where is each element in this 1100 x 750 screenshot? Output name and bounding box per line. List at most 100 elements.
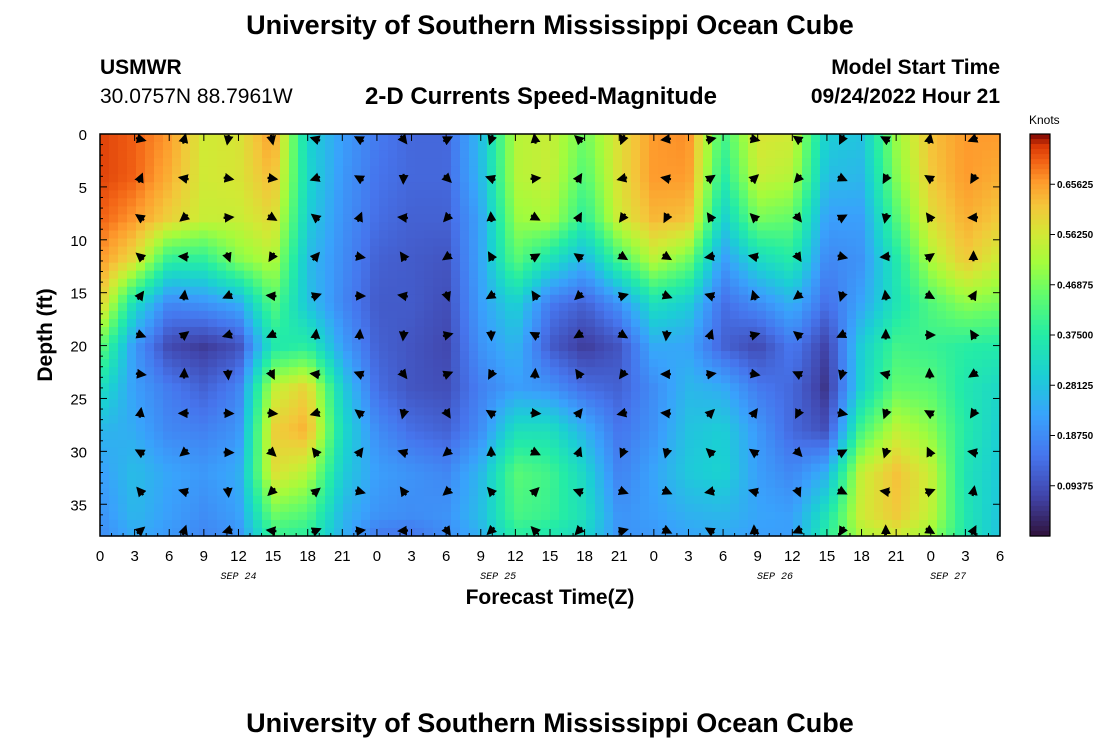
heat-cell — [928, 343, 938, 352]
heat-cell — [208, 423, 218, 433]
heat-cell — [442, 278, 452, 288]
heat-cell — [865, 447, 875, 457]
heat-cell — [163, 158, 173, 167]
heat-cell — [316, 270, 326, 280]
heat-cell — [685, 302, 695, 312]
heat-cell — [811, 286, 821, 296]
heat-cell — [460, 198, 470, 207]
heat-cell — [892, 182, 902, 191]
heat-cell — [442, 166, 452, 175]
heat-cell — [550, 318, 560, 328]
heat-cell — [838, 222, 848, 232]
heat-cell — [460, 270, 470, 280]
heat-cell — [235, 222, 245, 232]
heat-cell — [298, 158, 308, 167]
heat-cell — [460, 326, 470, 336]
heat-cell — [514, 190, 524, 199]
heat-cell — [307, 142, 317, 151]
heat-cell — [595, 407, 605, 416]
heat-cell — [820, 318, 830, 328]
heat-cell — [451, 359, 461, 368]
heat-cell — [199, 383, 209, 392]
heat-cell — [892, 326, 902, 336]
heat-cell — [784, 375, 794, 384]
heat-cell — [253, 367, 263, 376]
heat-cell — [865, 463, 875, 473]
heat-cell — [118, 222, 128, 232]
heat-cell — [199, 182, 209, 191]
heat-cell — [145, 286, 155, 296]
heat-cell — [262, 270, 272, 280]
heat-cell — [973, 343, 983, 352]
heat-cell — [901, 375, 911, 384]
heat-cell — [676, 142, 686, 151]
heat-cell — [658, 423, 668, 433]
heat-cell — [685, 206, 695, 215]
heat-cell — [919, 166, 929, 175]
heat-cell — [739, 134, 749, 143]
heat-cell — [748, 246, 758, 256]
heat-cell — [208, 150, 218, 159]
heat-cell — [442, 262, 452, 272]
heat-cell — [721, 487, 731, 497]
heat-cell — [730, 439, 740, 449]
heat-cell — [532, 278, 542, 288]
heat-cell — [577, 495, 587, 505]
heat-cell — [847, 487, 857, 497]
heat-cell — [388, 527, 398, 537]
heat-cell — [424, 166, 434, 175]
heat-cell — [334, 310, 344, 320]
heat-cell — [271, 431, 281, 441]
heat-cell — [217, 174, 227, 183]
heat-cell — [451, 503, 461, 513]
heat-cell — [955, 503, 965, 513]
heat-cell — [514, 527, 524, 537]
heat-cell — [487, 519, 497, 529]
heat-cell — [541, 455, 551, 465]
heat-cell — [802, 407, 812, 416]
heat-cell — [442, 182, 452, 191]
heat-cell — [172, 150, 182, 159]
heat-cell — [784, 359, 794, 368]
heat-cell — [721, 190, 731, 199]
heat-cell — [388, 495, 398, 505]
heat-cell — [721, 286, 731, 296]
heat-cell — [721, 246, 731, 256]
heat-cell — [919, 487, 929, 497]
heat-cell — [676, 519, 686, 529]
heat-cell — [343, 254, 353, 264]
heat-cell — [811, 182, 821, 191]
heat-cell — [199, 150, 209, 159]
heat-cell — [856, 294, 866, 304]
heat-cell — [568, 383, 578, 392]
heat-cell — [856, 326, 866, 336]
heat-cell — [784, 198, 794, 207]
heat-cell — [289, 182, 299, 191]
heat-cell — [262, 198, 272, 207]
heat-cell — [712, 302, 722, 312]
heat-cell — [847, 367, 857, 376]
heat-cell — [577, 375, 587, 384]
heat-cell — [397, 278, 407, 288]
heat-cell — [694, 479, 704, 489]
heat-cell — [586, 463, 596, 473]
heat-cell — [613, 335, 623, 344]
heat-cell — [829, 367, 839, 376]
heat-cell — [595, 455, 605, 465]
heat-cell — [766, 399, 776, 408]
heat-cell — [883, 351, 893, 360]
heat-cell — [577, 302, 587, 312]
heat-cell — [694, 455, 704, 465]
heat-cell — [487, 190, 497, 199]
heat-cell — [325, 278, 335, 288]
heat-cell — [631, 166, 641, 175]
heat-cell — [505, 511, 515, 521]
heat-cell — [559, 367, 569, 376]
heat-cell — [910, 487, 920, 497]
heat-cell — [163, 318, 173, 328]
heat-cell — [775, 423, 785, 433]
heat-cell — [379, 262, 389, 272]
heat-cell — [946, 455, 956, 465]
heat-cell — [343, 246, 353, 256]
heat-cell — [109, 230, 119, 240]
